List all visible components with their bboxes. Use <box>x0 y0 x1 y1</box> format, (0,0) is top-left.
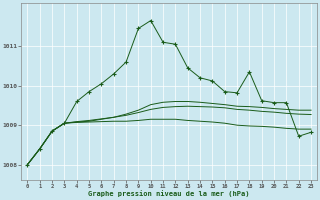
X-axis label: Graphe pression niveau de la mer (hPa): Graphe pression niveau de la mer (hPa) <box>89 190 250 197</box>
